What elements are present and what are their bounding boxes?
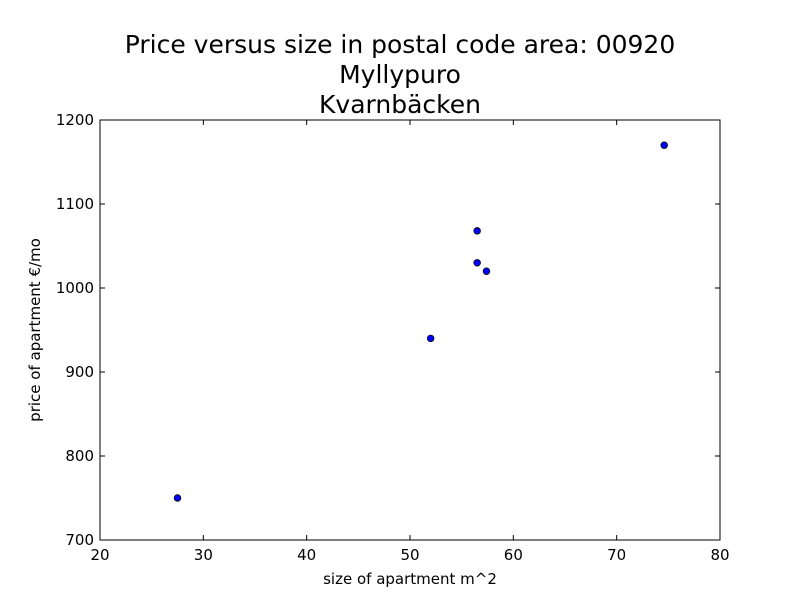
axis-ticks: 20 30 40 50 60 70 80 700 800 900 1000 1100 1200	[56, 111, 730, 564]
x-tick-label: 50	[400, 546, 419, 564]
x-tick-label: 70	[607, 546, 626, 564]
y-tick-label: 1000	[56, 279, 94, 297]
y-tick-label: 900	[65, 363, 94, 381]
x-tick-label: 80	[710, 546, 729, 564]
x-tick-label: 30	[194, 546, 213, 564]
x-tick-label: 60	[504, 546, 523, 564]
plot-frame	[99, 119, 721, 541]
chart-title-line-1: Price versus size in postal code area: 0…	[124, 30, 676, 59]
x-tick-label: 20	[90, 546, 109, 564]
y-tick-label: 800	[65, 447, 94, 465]
data-point	[482, 267, 491, 275]
data-point	[426, 334, 435, 343]
chart-title-line-2: Myllypuro	[339, 60, 461, 89]
data-point	[173, 494, 182, 502]
data-point	[660, 141, 668, 149]
data-point	[473, 259, 481, 267]
x-tick-label: 40	[297, 546, 316, 564]
data-point	[473, 227, 481, 235]
y-axis-label: price of apartment €/mo	[26, 238, 44, 422]
y-tick-label: 1200	[56, 111, 94, 129]
chart-title-line-3: Kvarnbäcken	[319, 90, 481, 119]
data-points	[173, 141, 668, 502]
y-tick-label: 1100	[56, 195, 94, 213]
y-tick-label: 700	[65, 531, 94, 549]
x-axis-label: size of apartment m^2	[323, 570, 497, 588]
